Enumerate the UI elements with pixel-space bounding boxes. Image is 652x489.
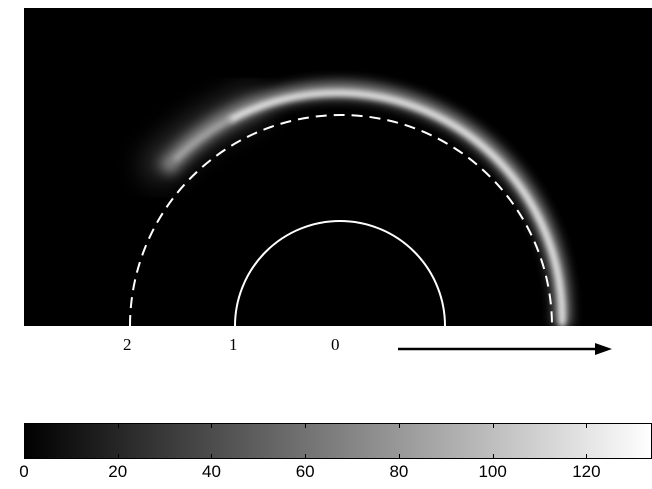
colorbar-tick-mark bbox=[305, 454, 307, 458]
bright-ring-left-fade bbox=[173, 116, 234, 162]
position-label-1: 1 bbox=[229, 335, 238, 354]
colorbar-gradient bbox=[24, 423, 652, 459]
colorbar-tick-mark bbox=[211, 424, 213, 428]
colorbar-tick-label: 100 bbox=[478, 462, 507, 481]
colorbar-tick-mark bbox=[586, 424, 588, 428]
bright-ring-core bbox=[228, 89, 566, 326]
colorbar-tick-mark bbox=[492, 424, 494, 428]
colorbar-tick-mark bbox=[586, 454, 588, 458]
colorbar bbox=[24, 423, 652, 459]
colorbar-tick-mark bbox=[398, 424, 400, 428]
colorbar-tick-mark bbox=[492, 454, 494, 458]
position-label-2: 2 bbox=[123, 335, 132, 354]
intensity-features bbox=[138, 81, 571, 326]
colorbar-tick-mark bbox=[211, 454, 213, 458]
position-label-0: 0 bbox=[331, 335, 340, 354]
intensity-image-background bbox=[24, 8, 652, 326]
colorbar-tick-label: 120 bbox=[572, 462, 601, 481]
colorbar-tick-label: 20 bbox=[108, 462, 128, 481]
colorbar-tick-mark bbox=[117, 424, 119, 428]
colorbar-tick-mark bbox=[398, 454, 400, 458]
colorbar-tick-mark bbox=[117, 454, 119, 458]
colorbar-tick-label: 0 bbox=[19, 462, 29, 481]
solid-reference-circle bbox=[234, 220, 446, 327]
colorbar-tick-label: 60 bbox=[295, 462, 315, 481]
right-arrow-icon bbox=[398, 343, 612, 355]
dashed-reference-circle bbox=[129, 114, 553, 327]
colorbar-tick-label: 80 bbox=[389, 462, 409, 481]
colorbar-tick-label: 40 bbox=[201, 462, 221, 481]
colorbar-tick-mark bbox=[305, 424, 307, 428]
